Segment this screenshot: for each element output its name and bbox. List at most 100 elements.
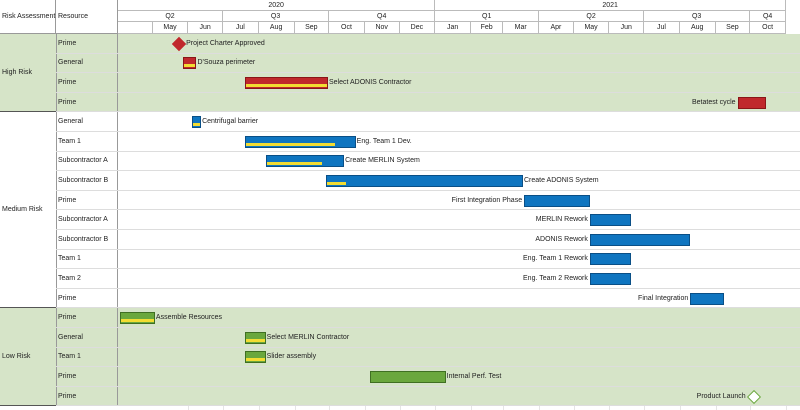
task-progress [245,84,327,87]
task-bar[interactable] [244,331,266,344]
task-progress [245,358,265,362]
task-bar[interactable] [244,77,328,89]
table-row[interactable] [56,210,800,230]
table-row[interactable] [56,367,800,387]
month-header: Sep [715,22,751,34]
task-progress [266,162,322,166]
task-progress [192,123,201,127]
month-header: May [573,22,610,34]
task-bar[interactable] [265,155,345,168]
risk-group-label: Low Risk [2,353,31,361]
risk-group-band [0,34,800,113]
column-divider [117,112,118,309]
table-row[interactable] [56,112,800,132]
task-bar[interactable] [524,194,590,207]
task-progress [245,142,336,146]
resource-label: Prime [58,196,77,204]
resource-label: Team 1 [58,137,81,145]
quarter-header: Q2 [118,11,223,22]
month-header-empty [118,22,153,34]
task-label: Select MERLIN Contractor [266,333,350,341]
month-header: Nov [364,22,400,34]
table-row[interactable] [56,132,800,152]
month-header: Oct [329,22,365,34]
task-label: Assemble Resources [155,314,223,322]
task-bar[interactable] [589,273,632,285]
column-header-resource[interactable]: Resource [56,0,118,34]
quarter-header: Q1 [435,11,540,22]
table-row[interactable] [56,230,800,250]
column-divider [56,34,57,113]
table-row[interactable] [56,269,800,289]
task-progress [121,319,154,323]
task-bar[interactable] [244,351,266,364]
quarter-header: Q4 [750,11,786,22]
table-row[interactable] [56,308,800,328]
task-label: Centrifugal barrier [202,118,259,126]
column-divider [56,112,57,309]
resource-label: Subcontractor A [58,216,108,224]
resource-label: Subcontractor B [58,235,109,243]
task-bar[interactable] [369,371,446,383]
month-header: Aug [258,22,295,34]
task-label: Eng. Team 2 Rework [523,275,588,282]
resource-label: Prime [58,314,77,322]
resource-label: Subcontractor A [58,157,108,165]
task-label: ADONIS Rework [535,235,588,243]
task-label: Create ADONIS System [523,177,599,184]
resource-label: General [58,118,83,126]
resource-label: Prime [58,39,77,47]
resource-label: Prime [58,373,77,380]
table-row[interactable] [56,73,800,93]
resource-label: Prime [58,294,77,302]
month-header: Mar [503,22,540,34]
month-header: Jul [222,22,259,34]
risk-group-label: High Risk [2,69,32,77]
task-bar[interactable] [244,135,356,148]
task-progress [183,64,196,68]
month-header: Jul [644,22,680,34]
task-label: Select ADONIS Contractor [328,79,412,86]
month-header: May [152,22,189,34]
table-row[interactable] [56,250,800,270]
month-header: Sep [294,22,330,34]
task-label: Betatest cycle [691,98,736,106]
task-bar[interactable] [589,214,632,227]
resource-label: General [58,59,83,67]
table-row[interactable] [56,54,800,74]
month-header: Aug [679,22,716,34]
table-row[interactable] [56,387,800,407]
task-bar[interactable] [589,233,691,246]
table-row[interactable] [56,328,800,348]
task-bar[interactable] [737,96,767,109]
task-label: First Integration Phase [451,196,523,204]
column-divider [56,308,57,407]
task-bar[interactable] [325,175,523,187]
month-header: Feb [471,22,504,34]
task-bar[interactable] [120,312,155,325]
table-row[interactable] [56,348,800,368]
task-bar[interactable] [182,57,197,70]
column-divider [117,308,118,407]
task-label: Create MERLIN System [345,157,420,165]
table-row[interactable] [56,34,800,54]
table-row[interactable] [56,171,800,191]
month-header: Apr [539,22,574,34]
table-row[interactable] [56,93,800,113]
risk-group-band [0,112,800,309]
table-row[interactable] [56,191,800,211]
resource-label: Team 1 [58,255,81,263]
task-bar[interactable] [191,116,202,129]
task-label: Internal Perf. Test [446,373,502,380]
quarter-header: Q2 [539,11,645,22]
task-bar[interactable] [690,292,724,305]
task-bar[interactable] [589,253,632,266]
column-divider [117,34,118,113]
table-row[interactable] [56,289,800,309]
column-header-risk[interactable]: Risk Assessment [0,0,56,34]
resource-label: Prime [58,392,77,400]
table-row[interactable] [56,152,800,172]
task-label: Final Integration [638,294,689,302]
month-header: Jun [609,22,645,34]
resource-label: Team 1 [58,353,81,361]
